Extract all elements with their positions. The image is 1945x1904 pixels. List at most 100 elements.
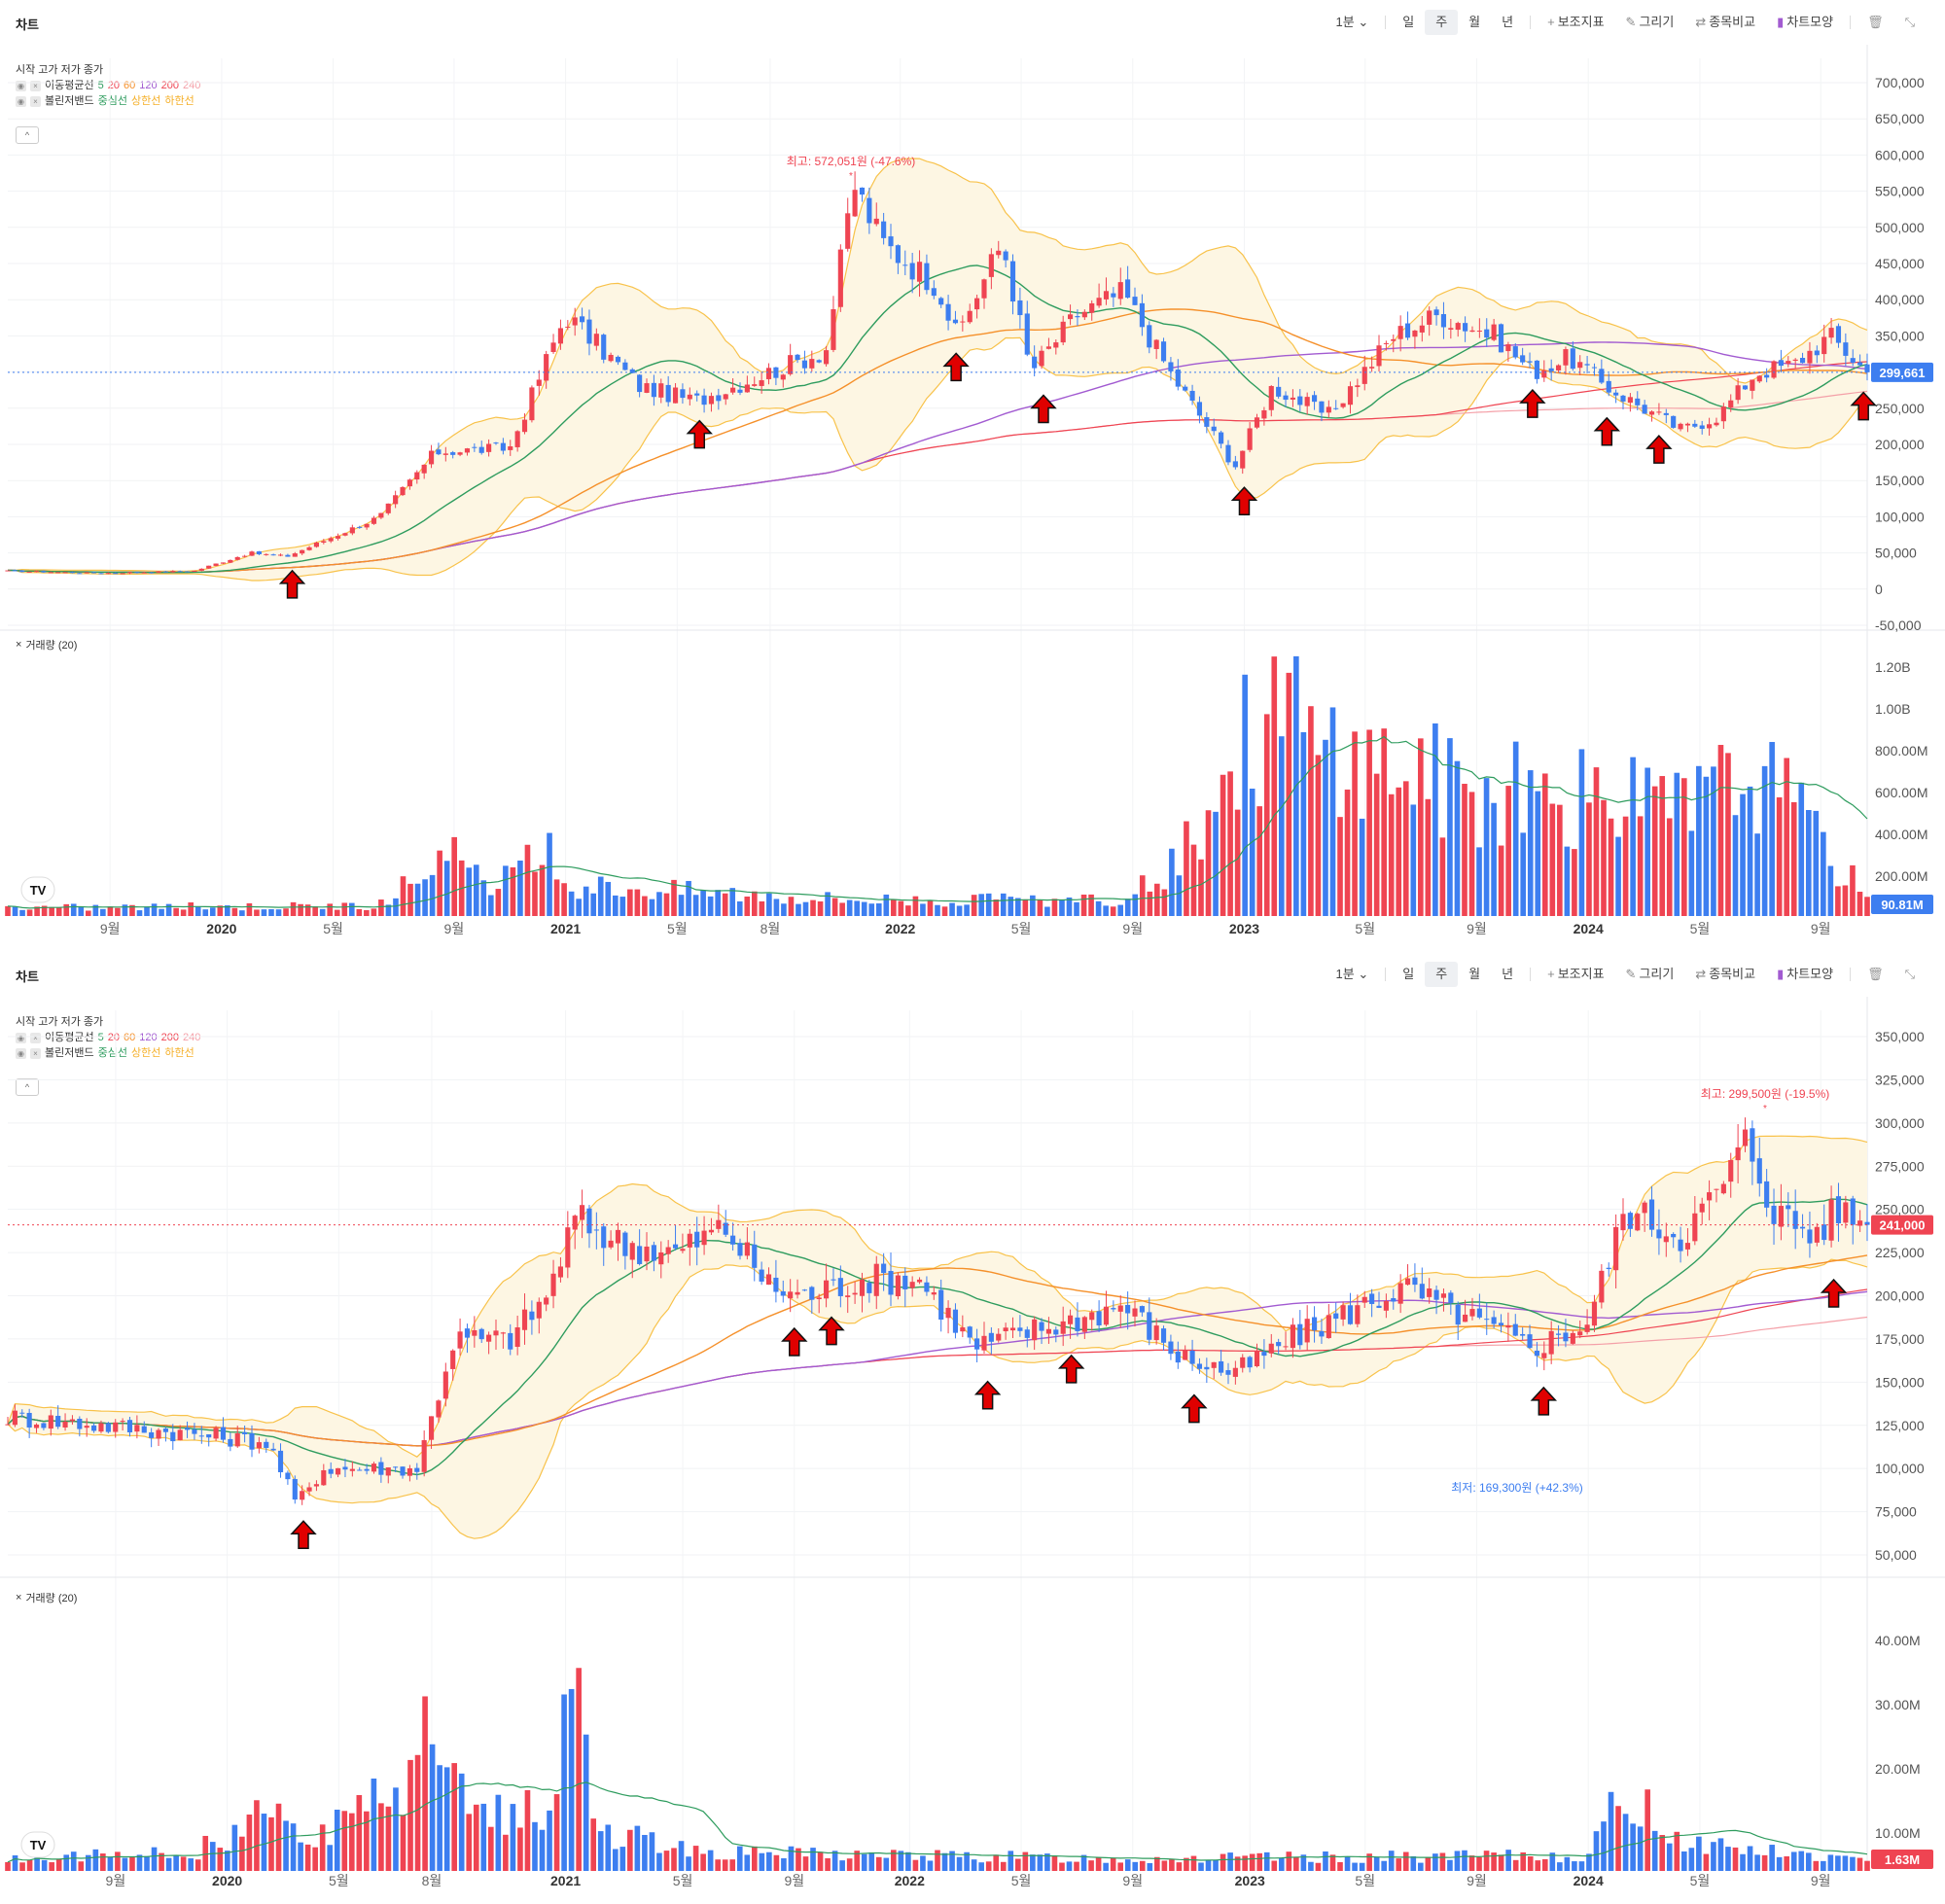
volume-bar[interactable] [144,906,150,916]
candle[interactable] [1864,364,1870,372]
volume-bar[interactable] [122,904,128,916]
candle[interactable] [1699,1203,1705,1213]
candle[interactable] [1814,350,1820,356]
volume-bar[interactable] [539,1829,546,1871]
candle[interactable] [780,374,786,380]
volume-bar[interactable] [1344,789,1351,916]
candle[interactable] [1153,339,1159,349]
candle[interactable] [342,1466,348,1470]
candle[interactable] [1498,324,1504,353]
volume-bar[interactable] [319,1824,326,1871]
candle[interactable] [859,1279,866,1296]
volume-bar[interactable] [1578,749,1585,916]
volume-bar[interactable] [1044,1853,1050,1871]
candle[interactable] [393,495,399,505]
candle[interactable] [1391,338,1397,341]
volume-bar[interactable] [1754,833,1760,916]
candle[interactable] [1613,1226,1619,1271]
volume-bar[interactable] [451,836,457,916]
volume-bar[interactable] [466,1814,473,1871]
volume-bar[interactable] [348,1813,355,1871]
candle[interactable] [1821,336,1827,355]
volume-bar[interactable] [1418,1862,1424,1871]
volume-bar[interactable] [466,867,473,916]
volume-bar[interactable] [334,909,340,916]
volume-bar[interactable] [1396,1858,1402,1871]
volume-bar[interactable] [443,861,450,916]
volume-bar[interactable] [861,1853,867,1871]
volume-bar[interactable] [78,1861,85,1871]
candle[interactable] [1045,346,1051,349]
candle[interactable] [486,1334,492,1342]
candle[interactable] [1491,324,1497,340]
volume-bar[interactable] [1176,875,1183,916]
volume-bar[interactable] [964,1851,970,1871]
tab-year[interactable]: 년 [1502,967,1514,981]
candle[interactable] [1355,385,1361,388]
volume-bar[interactable] [1388,1851,1395,1871]
volume-bar[interactable] [1468,1855,1475,1871]
volume-bar[interactable] [1373,1856,1380,1871]
candle[interactable] [1771,361,1777,378]
collapse-icon[interactable]: ⤡ [1904,967,1915,981]
volume-bar[interactable] [1666,1843,1673,1871]
volume-bar[interactable] [817,900,824,916]
candle[interactable] [801,360,808,369]
volume-bar[interactable] [1520,1851,1527,1871]
candle[interactable] [414,1467,420,1472]
candle[interactable] [1147,1312,1152,1340]
volume-bar[interactable] [1300,732,1307,916]
candle[interactable] [306,1487,312,1492]
candle[interactable] [1505,344,1511,352]
candle[interactable] [1268,1343,1274,1354]
candle[interactable] [773,1277,779,1292]
volume-bar[interactable] [729,888,736,916]
candle[interactable] [572,1216,578,1230]
candle[interactable] [1412,330,1418,337]
volume-bar[interactable] [1850,1856,1856,1871]
volume-bar[interactable] [1564,846,1571,916]
volume-bar[interactable] [1110,1857,1116,1871]
candle[interactable] [637,374,643,393]
trash-icon[interactable]: 🗑 [1867,967,1884,981]
candle[interactable] [1828,1199,1834,1241]
candle[interactable] [1505,1325,1511,1328]
candle[interactable] [336,536,341,539]
candle[interactable] [837,1278,843,1296]
volume-bar[interactable] [547,832,552,916]
volume-bar[interactable] [715,1859,721,1871]
volume-bar[interactable] [159,908,164,916]
volume-bar[interactable] [956,1856,963,1871]
volume-bar[interactable] [1740,793,1746,916]
volume-bar[interactable] [231,1824,238,1871]
candle[interactable] [478,446,484,453]
candle[interactable] [514,1327,520,1348]
candle[interactable] [242,1431,248,1434]
volume-bar[interactable] [246,902,253,916]
candle[interactable] [1821,1224,1827,1241]
volume-bar[interactable] [480,880,487,916]
volume-bar[interactable] [576,1668,582,1871]
volume-bar[interactable] [371,908,377,916]
volume-bar[interactable] [707,1850,714,1871]
volume-bar[interactable] [524,844,531,916]
candle[interactable] [321,541,327,543]
volume-bar[interactable] [1549,803,1556,916]
candle[interactable] [916,262,923,282]
volume-bar[interactable] [905,1851,911,1871]
volume-bar[interactable] [473,864,479,916]
candle[interactable] [1771,1205,1777,1224]
candle[interactable] [938,1289,944,1320]
candle[interactable] [1347,386,1354,405]
volume-bar[interactable] [1601,1821,1607,1871]
candle[interactable] [1584,1324,1590,1332]
candle[interactable] [824,1280,830,1299]
volume-bar[interactable] [1776,796,1783,916]
volume-bar[interactable] [275,1803,282,1871]
volume-bar[interactable] [1402,1851,1409,1871]
candle[interactable] [1735,385,1741,401]
volume-bar[interactable] [678,1841,685,1871]
volume-bar[interactable] [1095,900,1102,916]
candle[interactable] [909,1282,915,1288]
volume-bar[interactable] [634,889,641,916]
